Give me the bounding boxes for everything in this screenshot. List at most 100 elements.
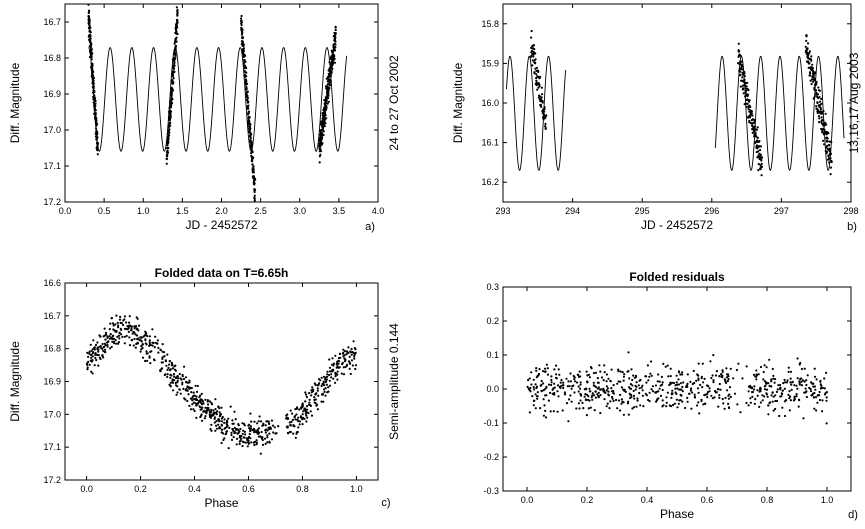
data-point [809,74,812,77]
data-point [109,322,112,325]
data-point [568,385,571,388]
data-point [793,398,796,401]
data-point [659,384,662,387]
data-point [779,383,782,387]
data-point [733,392,737,395]
data-point [337,360,341,363]
data-point [579,399,582,402]
data-point [679,388,682,391]
data-point [735,368,739,372]
data-point [176,21,179,24]
data-point [629,396,632,400]
data-point [813,375,817,378]
data-point [250,441,253,444]
data-point [709,360,712,363]
y-tick-label: 16.2 [481,177,499,187]
data-point [109,347,112,350]
data-point [89,31,92,34]
data-point [114,330,117,333]
data-point [314,402,317,405]
data-point [641,394,645,397]
data-point [96,341,99,344]
data-point [235,443,238,446]
data-point [804,387,807,390]
data-point [697,391,700,394]
data-point [747,108,750,111]
data-point [727,406,731,409]
data-point [783,414,787,418]
data-point [603,390,606,394]
data-point [543,404,546,407]
data-point [318,161,321,164]
data-point [628,386,631,389]
data-point [149,362,152,365]
data-point [825,391,829,394]
data-point [247,104,250,107]
data-point [169,106,172,109]
data-point [572,384,575,387]
data-point [165,364,168,367]
data-point [87,355,90,358]
data-point [545,114,548,117]
data-point [322,126,325,129]
data-point [303,408,306,411]
data-point [328,384,332,387]
data-point [235,437,239,440]
data-point [142,335,145,338]
data-point [117,334,121,337]
data-point [722,402,725,405]
data-point [167,366,170,369]
data-point [628,377,631,380]
data-point [737,42,740,45]
data-point [811,63,814,66]
data-point [243,436,246,439]
data-point [174,54,177,58]
data-point [823,377,826,380]
data-point [755,369,758,372]
data-point [612,392,616,395]
data-point [146,335,149,338]
data-point [826,137,829,140]
data-point [585,370,588,373]
data-point [119,327,122,330]
data-point [176,19,179,22]
data-point [343,360,347,363]
data-point [352,340,355,343]
data-point [169,381,172,384]
data-point [533,48,536,51]
data-point [631,407,634,410]
data-point [326,373,329,376]
data-point [796,387,799,390]
data-point [815,378,818,381]
data-point [92,70,95,73]
data-point [172,81,175,84]
data-point [144,339,147,342]
data-point [540,105,543,108]
data-point [174,57,177,60]
data-point [813,367,816,370]
data-point [602,379,605,382]
data-point [249,425,252,428]
data-point [745,401,748,405]
data-point [297,416,300,419]
data-point [322,382,325,385]
data-point [686,400,689,403]
data-point [87,360,90,363]
data-point [594,396,597,399]
data-point [754,398,757,401]
data-point [295,413,298,416]
data-point [534,383,537,386]
data-point [605,389,608,392]
data-point [556,384,560,387]
data-point [597,381,600,384]
data-point [241,29,244,32]
data-point [286,413,289,416]
data-point [334,31,337,35]
data-point [675,374,678,377]
data-point [163,351,166,354]
data-point [749,105,752,108]
data-point [605,373,609,376]
data-point [535,79,538,82]
data-point [304,391,307,394]
data-point [665,405,668,408]
